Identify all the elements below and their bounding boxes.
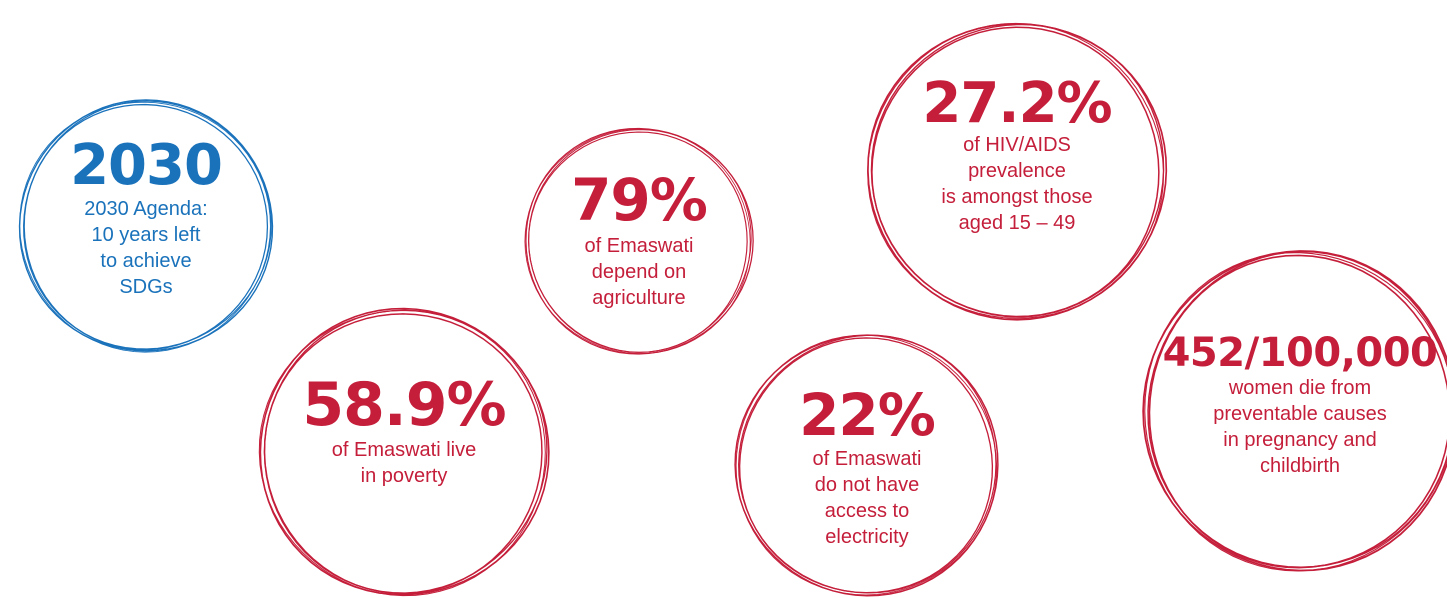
stat-description: 2030 Agenda: 10 years left to achieve SD… — [84, 198, 208, 298]
circle-ring-stroke — [23, 103, 269, 351]
stat-circle-hiv: 27.2% of HIV/AIDS prevalence is amongst … — [866, 20, 1168, 322]
circle-ring-stroke — [1144, 252, 1447, 572]
stat-circle-agriculture: 79% of Emaswati depend on agriculture — [524, 126, 754, 356]
circle-ring-stroke — [738, 337, 994, 594]
circle-ring-stroke — [1142, 250, 1447, 572]
stat-value: 79% — [571, 166, 708, 234]
stat-description: of Emaswati do not have access to electr… — [812, 448, 922, 548]
circle-ring-stroke — [258, 309, 546, 597]
stat-circle-electricity: 22% of Emaswati do not have access to el… — [734, 332, 1000, 598]
circle-ring-stroke — [528, 131, 748, 353]
circle-ring-icon — [1142, 250, 1447, 572]
circle-ring-stroke — [263, 313, 543, 595]
circle-ring-stroke — [1148, 254, 1447, 569]
circle-ring-icon — [258, 307, 550, 597]
stat-description: of HIV/AIDS prevalence is amongst those … — [941, 134, 1093, 234]
circle-ring-stroke — [524, 128, 751, 354]
stat-value: 22% — [799, 381, 936, 449]
stat-circle-agenda: 2030 2030 Agenda: 10 years left to achie… — [18, 98, 274, 354]
circle-ring-stroke — [867, 22, 1165, 319]
circle-ring-icon — [18, 99, 274, 353]
stat-circle-maternal: 452/100,000 women die from preventable c… — [1142, 248, 1447, 574]
circle-ring-stroke — [19, 101, 271, 353]
circle-ring-icon — [734, 334, 999, 597]
circle-ring-stroke — [738, 334, 997, 594]
stat-value: 58.9% — [302, 370, 506, 440]
stat-description: women die from preventable causes in pre… — [1213, 377, 1387, 477]
circle-ring-stroke — [1147, 250, 1447, 569]
circle-ring-icon — [867, 22, 1168, 321]
stat-description: of Emaswati live in poverty — [331, 439, 477, 487]
stat-value: 452/100,000 — [1162, 330, 1438, 376]
circle-ring-stroke — [871, 26, 1160, 318]
stat-circle-poverty: 58.9% of Emaswati live in poverty — [258, 306, 550, 598]
stat-description: of Emaswati depend on agriculture — [584, 235, 694, 309]
circle-ring-icon — [524, 127, 754, 355]
stat-value: 27.2% — [922, 71, 1112, 136]
circle-ring-stroke — [735, 334, 998, 596]
stat-value: 2030 — [70, 133, 223, 198]
